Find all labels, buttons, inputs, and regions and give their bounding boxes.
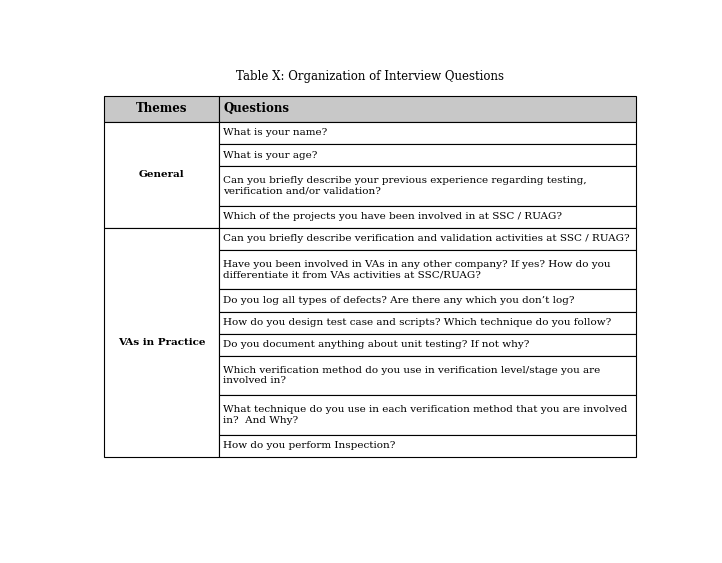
Bar — [219, 395, 636, 435]
Bar — [219, 250, 636, 289]
Text: Questions: Questions — [223, 102, 289, 115]
Bar — [219, 356, 636, 395]
Text: General: General — [139, 170, 184, 179]
Text: Do you document anything about unit testing? If not why?: Do you document anything about unit test… — [223, 340, 529, 349]
Text: How do you perform Inspection?: How do you perform Inspection? — [223, 441, 396, 450]
Text: What technique do you use in each verification method that you are involved
in? : What technique do you use in each verifi… — [223, 405, 627, 425]
Bar — [219, 228, 636, 250]
Bar — [104, 228, 219, 457]
Bar — [104, 96, 219, 122]
Bar — [219, 311, 636, 334]
Text: How do you design test case and scripts? Which technique do you follow?: How do you design test case and scripts?… — [223, 318, 612, 327]
Text: Can you briefly describe your previous experience regarding testing,
verificatio: Can you briefly describe your previous e… — [223, 176, 587, 196]
Text: Table X: Organization of Interview Questions: Table X: Organization of Interview Quest… — [236, 70, 504, 83]
Text: Have you been involved in VAs in any other company? If yes? How do you
different: Have you been involved in VAs in any oth… — [223, 260, 611, 279]
Text: Do you log all types of defects? Are there any which you don’t log?: Do you log all types of defects? Are the… — [223, 296, 575, 305]
Bar — [219, 289, 636, 311]
Bar — [219, 205, 636, 228]
Text: Can you briefly describe verification and validation activities at SSC / RUAG?: Can you briefly describe verification an… — [223, 234, 630, 243]
Bar — [104, 122, 219, 228]
Bar — [219, 96, 636, 122]
Text: Which verification method do you use in verification level/stage you are
involve: Which verification method do you use in … — [223, 366, 600, 386]
Text: Which of the projects you have been involved in at SSC / RUAG?: Which of the projects you have been invo… — [223, 212, 562, 221]
Bar — [219, 144, 636, 166]
Text: What is your age?: What is your age? — [223, 150, 318, 159]
Bar — [219, 334, 636, 356]
Text: VAs in Practice: VAs in Practice — [118, 338, 205, 347]
Bar — [219, 435, 636, 457]
Bar — [219, 166, 636, 205]
Bar — [219, 122, 636, 144]
Text: Themes: Themes — [136, 102, 187, 115]
Text: What is your name?: What is your name? — [223, 128, 327, 137]
